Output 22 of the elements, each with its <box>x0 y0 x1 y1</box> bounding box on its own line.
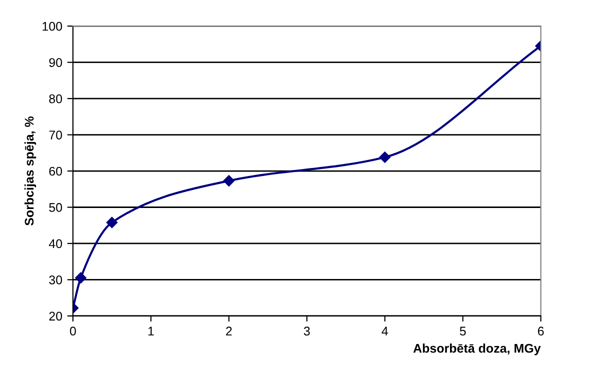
x-tick-label: 0 <box>70 326 76 336</box>
y-tick-label: 50 <box>49 203 62 212</box>
y-tick-label: 90 <box>49 58 62 67</box>
x-tick-label: 6 <box>538 326 544 336</box>
y-tick-label: 80 <box>49 94 62 104</box>
y-tick-label: 20 <box>49 312 62 321</box>
point <box>106 216 118 228</box>
y-tick-label: 60 <box>49 166 62 176</box>
x-tick-label: 4 <box>382 326 388 336</box>
point <box>75 272 86 284</box>
point <box>223 175 235 186</box>
y-tick-label: 70 <box>49 130 62 140</box>
point <box>379 152 390 163</box>
y-tick-label: 30 <box>49 276 62 284</box>
x-tick-label: 1 <box>148 326 154 336</box>
x-tick-label: 3 <box>304 326 310 336</box>
y-tick-label: 100 <box>42 22 62 31</box>
x-axis-title: Absorbētā doza, MGy <box>413 344 541 356</box>
x-tick-label: 5 <box>460 326 466 336</box>
y-tick-label: 40 <box>48 239 62 248</box>
y-axis-title: Sorbcijas spēja, % <box>24 116 36 226</box>
x-tick-label: 2 <box>226 326 232 336</box>
